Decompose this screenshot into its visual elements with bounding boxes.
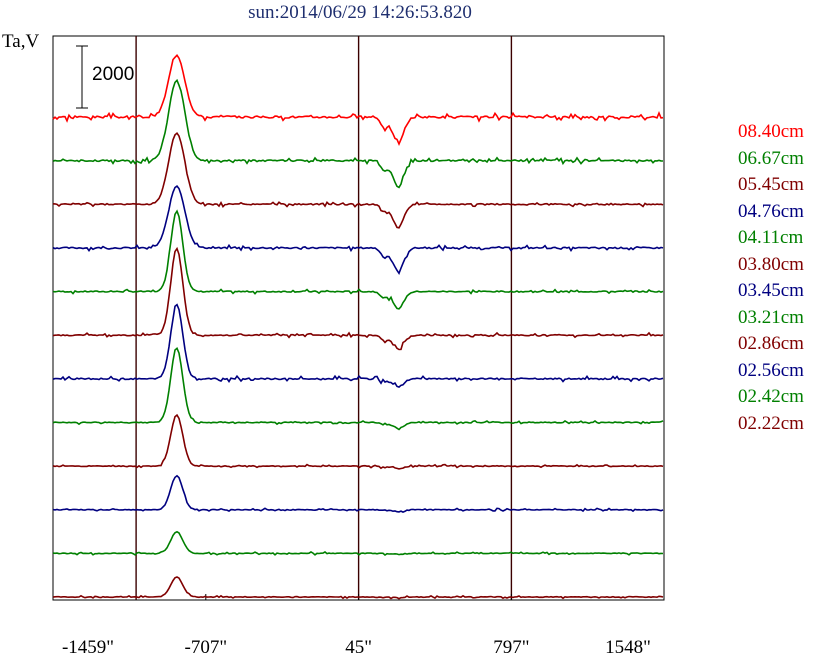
legend-item: 03.21cm [738,306,804,328]
marker-lines [135,36,513,600]
series-line-08.40cm [52,54,664,147]
series-line-03.45cm [52,303,664,389]
legend-item: 08.40cm [738,121,804,142]
legend-item: 05.45cm [738,174,804,195]
legend-item: 04.11cm [738,227,804,248]
y-axis-label: Ta,V [2,31,40,52]
x-tick-label: 1548" [605,637,651,658]
series-line-02.42cm [52,530,664,556]
series-line-04.11cm [52,209,664,310]
legend-item: 06.67cm [738,147,804,169]
scale-bar [76,45,88,109]
legend-item: 04.76cm [738,200,804,222]
scale-bar-label: 2000 [92,64,135,85]
legend-item: 02.86cm [738,333,804,354]
series-line-02.56cm [52,474,664,513]
legend-item: 03.80cm [738,253,804,275]
legend-item: 02.22cm [738,412,804,434]
legend-item: 02.42cm [738,386,804,407]
series-line-03.80cm [52,246,664,351]
series-line-06.67cm [52,78,664,189]
x-tick-label: -1459" [61,637,115,658]
chart-title: sun:2014/06/29 14:26:53.820 [248,2,472,23]
series-line-03.21cm [52,346,664,431]
legend-item: 02.56cm [738,359,804,381]
series-line-02.86cm [52,413,664,470]
series-line-05.45cm [52,132,664,229]
legend: 08.40cm 06.67cm 05.45cm 04.76cm 04.11cm 03.80… [738,119,804,437]
series-line-02.22cm [52,576,664,600]
x-tick-label: 45" [345,637,372,658]
x-tick-label: -707" [184,637,228,658]
x-tick-label: 797" [493,637,530,658]
series-line-04.76cm [52,185,664,276]
series-group [52,54,664,600]
legend-item: 03.45cm [738,280,804,301]
